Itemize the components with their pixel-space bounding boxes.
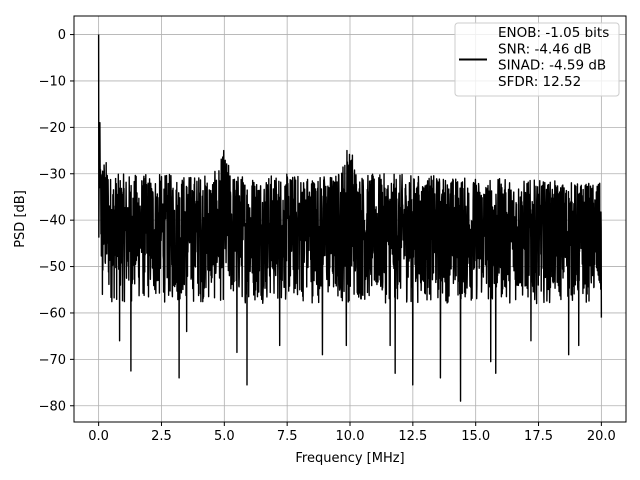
legend-entry-line: SFDR: 12.52 [498,74,581,90]
x-axis-ticks: 0.0 2.5 5.0 7.5 10.0 12.5 15.0 17.5 20.0 [88,422,616,444]
y-tick-label: −30 [39,167,66,182]
x-tick-label: 5.0 [214,429,235,444]
y-tick-label: −70 [39,353,66,368]
y-tick-label: −50 [39,260,66,275]
legend-entry-line: SINAD: -4.59 dB [498,58,606,74]
y-tick-label: −40 [39,214,66,229]
y-tick-label: −10 [39,74,66,89]
y-tick-label: −60 [39,306,66,321]
psd-series-line [97,34,603,402]
x-tick-label: 12.5 [398,429,427,444]
y-tick-label: −20 [39,121,66,136]
legend-box [454,22,620,97]
y-axis-label: PSD [dB] [13,190,28,248]
x-tick-label: 20.0 [587,429,616,444]
x-axis-label: Frequency [MHz] [295,451,404,466]
x-tick-label: 2.5 [151,429,172,444]
legend-entry-line: SNR: -4.46 dB [498,41,592,57]
legend: ENOB: -1.05 bits SNR: -4.46 dB SINAD: -4.5… [454,22,620,97]
legend-entry: ENOB: -1.05 bits SNR: -4.46 dB SINAD: -4.5… [498,25,609,90]
x-tick-label: 7.5 [277,429,298,444]
series-layer [97,34,603,402]
x-tick-label: 15.0 [461,429,490,444]
x-tick-label: 17.5 [524,429,553,444]
x-tick-label: 10.0 [336,429,365,444]
x-tick-label: 0.0 [88,429,109,444]
y-axis-ticks: 0 −10 −20 −30 −40 −50 −60 −70 −80 [39,28,74,414]
legend-entry-line: ENOB: -1.05 bits [498,25,609,41]
y-tick-label: −80 [39,399,66,414]
y-tick-label: 0 [58,28,66,43]
